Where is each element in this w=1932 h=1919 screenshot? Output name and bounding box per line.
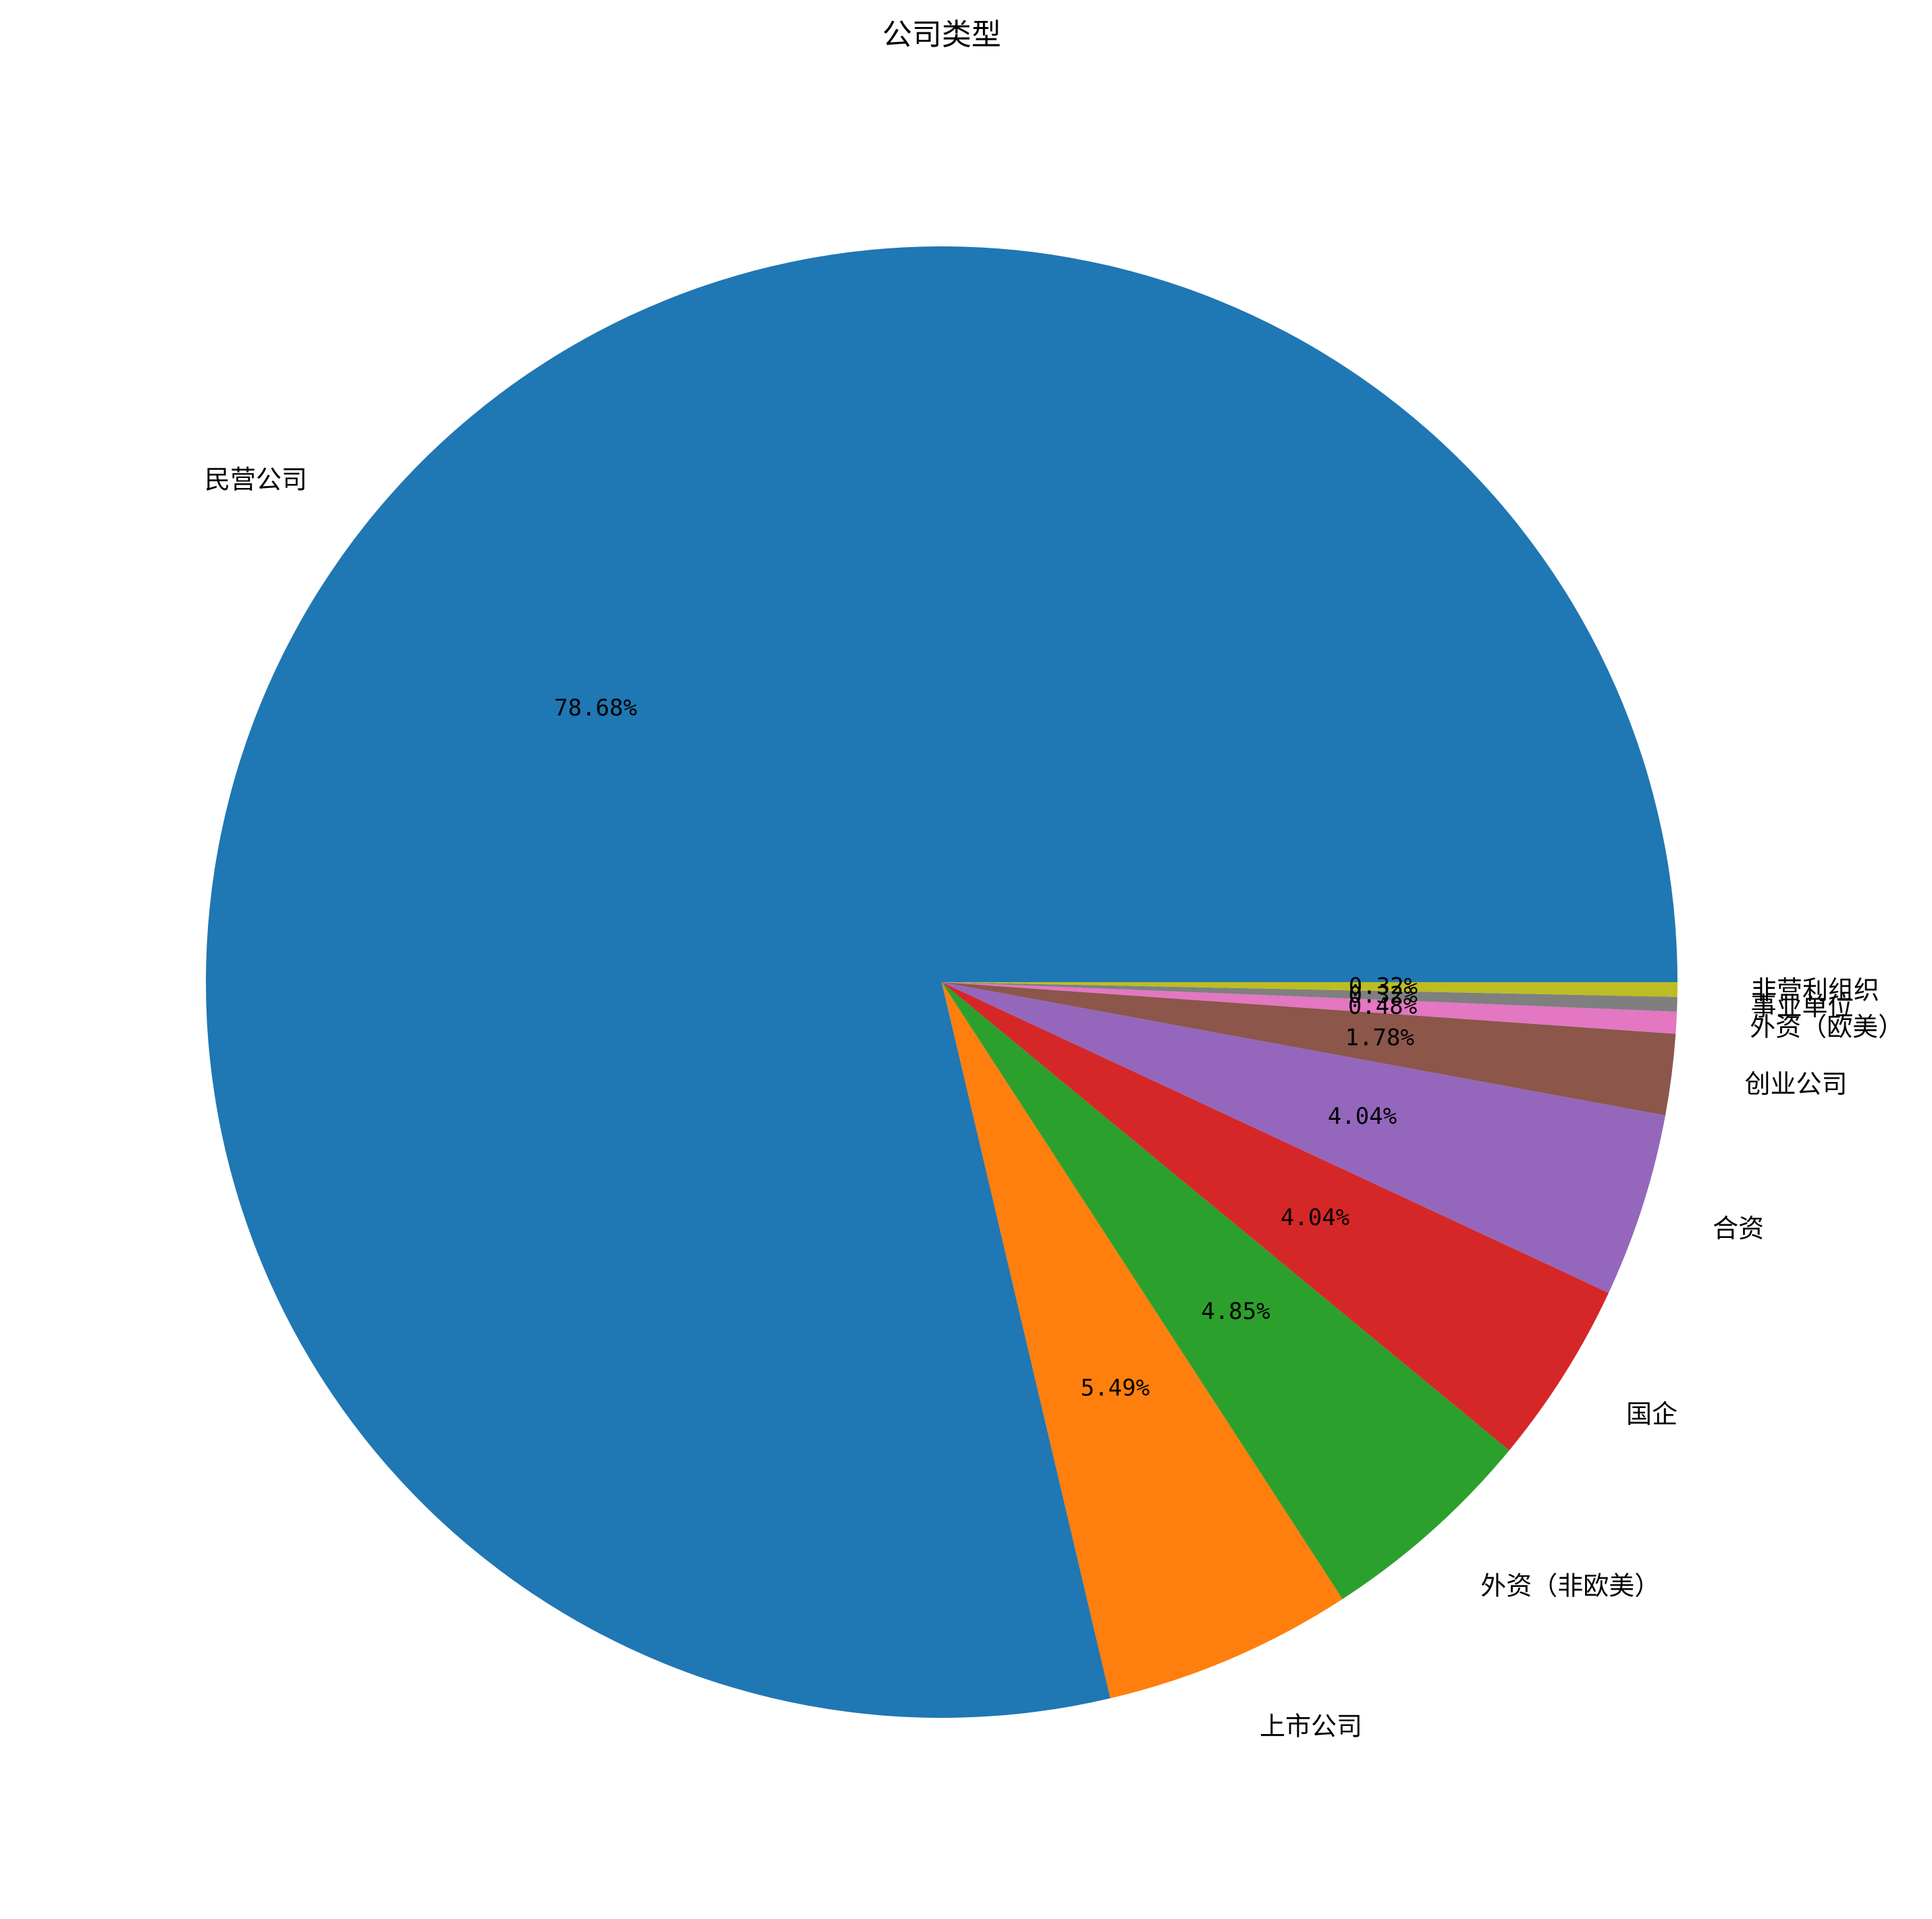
pie-slice-3 <box>942 982 1509 1600</box>
slice-category-label-7: 外资（欧美） <box>1750 1012 1904 1042</box>
slice-category-label-8: 事业单位 <box>1750 992 1853 1021</box>
slice-percent-label-2: 5.49% <box>1081 1374 1150 1401</box>
chart-title: 公司类型 <box>882 18 1001 52</box>
slice-category-label-6: 创业公司 <box>1744 1069 1847 1099</box>
pie-slice-9 <box>942 982 1678 997</box>
pie-slice-5 <box>942 982 1665 1293</box>
slice-percent-label-3: 4.85% <box>1201 1298 1270 1325</box>
slice-percent-label-8: 0.32% <box>1349 982 1418 1009</box>
slice-percent-label-6: 1.78% <box>1345 1024 1414 1051</box>
slice-percent-label-7: 0.48% <box>1348 993 1417 1020</box>
slice-category-label-4: 国企 <box>1626 1399 1678 1429</box>
pie-slice-4 <box>942 982 1609 1451</box>
pie-slice-6 <box>942 982 1676 1116</box>
slice-percent-label-5: 4.04% <box>1328 1103 1397 1130</box>
slice-percent-label-1: 78.68% <box>554 695 637 722</box>
pie-slice-2 <box>942 982 1343 1698</box>
percent-labels: 78.68% 5.49% 4.85% 4.04% 4.04% 1.78% 0.48%0.32… <box>554 695 1418 1401</box>
slice-category-label-3: 外资（非欧美） <box>1480 1571 1660 1601</box>
pie-slice-1 <box>206 246 1678 1718</box>
slice-category-label-2: 上市公司 <box>1260 1712 1362 1741</box>
slice-percent-label-9: 0.32% <box>1349 973 1418 1000</box>
pie-slice-7 <box>942 982 1678 1034</box>
slice-percent-label-4: 4.04% <box>1281 1204 1349 1231</box>
slice-category-label-9: 非营利组织 <box>1751 975 1879 1005</box>
pie-slices <box>206 246 1678 1718</box>
pie-slice-8 <box>942 982 1678 1012</box>
slice-category-label-5: 合资 <box>1713 1214 1764 1243</box>
slice-category-label-1: 民营公司 <box>205 465 307 495</box>
